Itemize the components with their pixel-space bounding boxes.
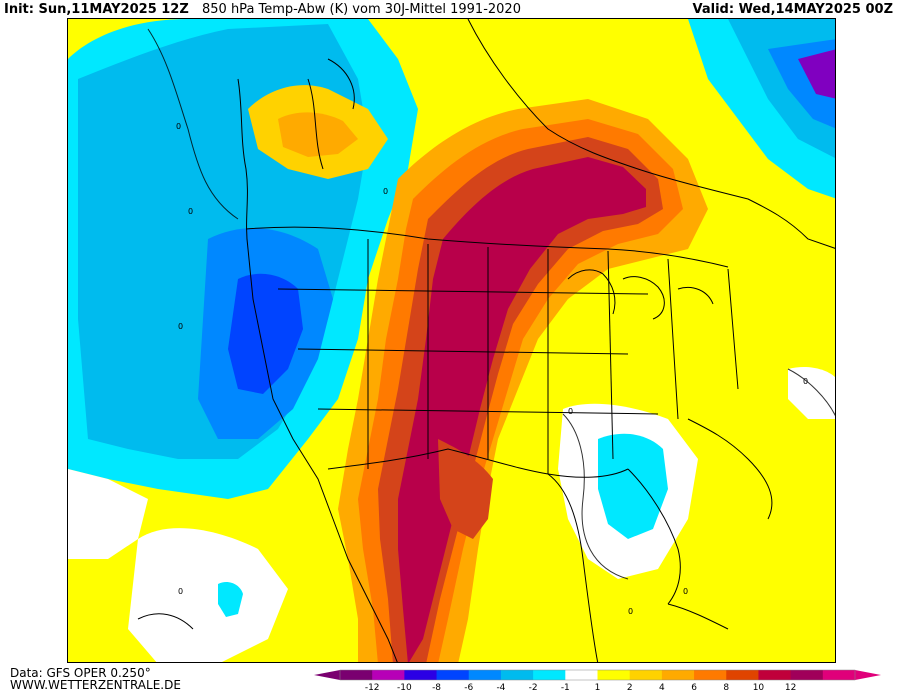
pacific-neutral — [68, 469, 148, 559]
legend-tick-label: 8 — [723, 683, 729, 693]
legend-ticks: -12 -10 -8 -6 -4 -2 -1 1 2 4 6 8 10 12 — [365, 683, 797, 693]
southeast-cold — [598, 433, 668, 539]
legend-swatch — [661, 670, 695, 680]
svg-text:0: 0 — [803, 377, 808, 386]
legend-swatch — [372, 670, 405, 680]
valid-time: Valid: Wed,14MAY2025 00Z — [692, 2, 893, 17]
legend-swatch — [790, 670, 824, 680]
mexico-neutral — [128, 528, 288, 662]
legend-tick-label: 4 — [659, 683, 665, 693]
legend-swatch — [404, 670, 438, 680]
svg-text:0: 0 — [176, 122, 181, 131]
legend-tick-label: -12 — [365, 683, 380, 693]
legend-tick-label: -6 — [464, 683, 473, 693]
legend-swatch — [533, 670, 566, 680]
legend-tick-label: -8 — [432, 683, 441, 693]
svg-text:0: 0 — [383, 187, 388, 196]
map-outlines — [137, 19, 835, 662]
legend-swatch — [436, 670, 470, 680]
legend-arrow-left — [314, 670, 340, 680]
legend-swatch — [726, 670, 759, 680]
legend-tick-label: -2 — [529, 683, 538, 693]
legend-outline — [339, 669, 856, 681]
footer: Data: GFS OPER 0.250° WWW.WETTERZENTRALE… — [10, 667, 181, 691]
legend-tick-label: -1 — [561, 683, 570, 693]
legend-arrow-right — [855, 670, 881, 680]
bc-warm-core — [278, 112, 358, 157]
legend-boxes — [314, 669, 881, 681]
svg-text:0: 0 — [568, 407, 573, 416]
legend-tick-label: -4 — [496, 683, 505, 693]
legend-tick-label: -10 — [397, 683, 412, 693]
svg-text:0: 0 — [683, 587, 688, 596]
data-source: Data: GFS OPER 0.250° — [10, 666, 151, 680]
legend-swatch — [758, 670, 792, 680]
svg-text:0: 0 — [178, 322, 183, 331]
init-time: Init: Sun,11MAY2025 12Z — [4, 2, 189, 17]
legend-swatch — [597, 670, 631, 680]
contour-labels: 0 0 0 0 0 0 0 0 0 — [176, 122, 808, 616]
map-svg: 0 0 0 0 0 0 0 0 0 — [68, 19, 835, 662]
svg-text:0: 0 — [188, 207, 193, 216]
legend-swatch — [340, 670, 373, 680]
cold-northeast-deepest — [798, 49, 835, 99]
legend-swatch — [565, 670, 598, 680]
atlantic-neutral — [788, 367, 835, 419]
texas-warm — [438, 439, 493, 539]
legend-swatch — [822, 670, 856, 680]
warm-plume-core — [398, 157, 646, 662]
legend-tick-label: 2 — [627, 683, 633, 693]
contour-lines — [147, 28, 835, 580]
legend-tick-label: 6 — [691, 683, 697, 693]
legend-swatch — [468, 670, 502, 680]
legend-tick-label: 1 — [595, 683, 601, 693]
website: WWW.WETTERZENTRALE.DE — [10, 678, 181, 692]
map-title: 850 hPa Temp-Abw (K) vom 30J-Mittel 1991… — [202, 2, 521, 17]
svg-text:0: 0 — [178, 587, 183, 596]
mexico-cold-spot — [218, 582, 243, 617]
header: Init: Sun,11MAY2025 12Z 850 hPa Temp-Abw… — [4, 2, 895, 18]
legend-swatch — [629, 670, 663, 680]
anomaly-map: 0 0 0 0 0 0 0 0 0 — [67, 18, 836, 663]
cold-west-deepest — [228, 273, 303, 394]
legend-swatch — [500, 670, 534, 680]
legend-tick-label: 12 — [785, 683, 796, 693]
legend-swatch — [694, 670, 727, 680]
svg-text:0: 0 — [628, 607, 633, 616]
legend-tick-label: 10 — [753, 683, 765, 693]
